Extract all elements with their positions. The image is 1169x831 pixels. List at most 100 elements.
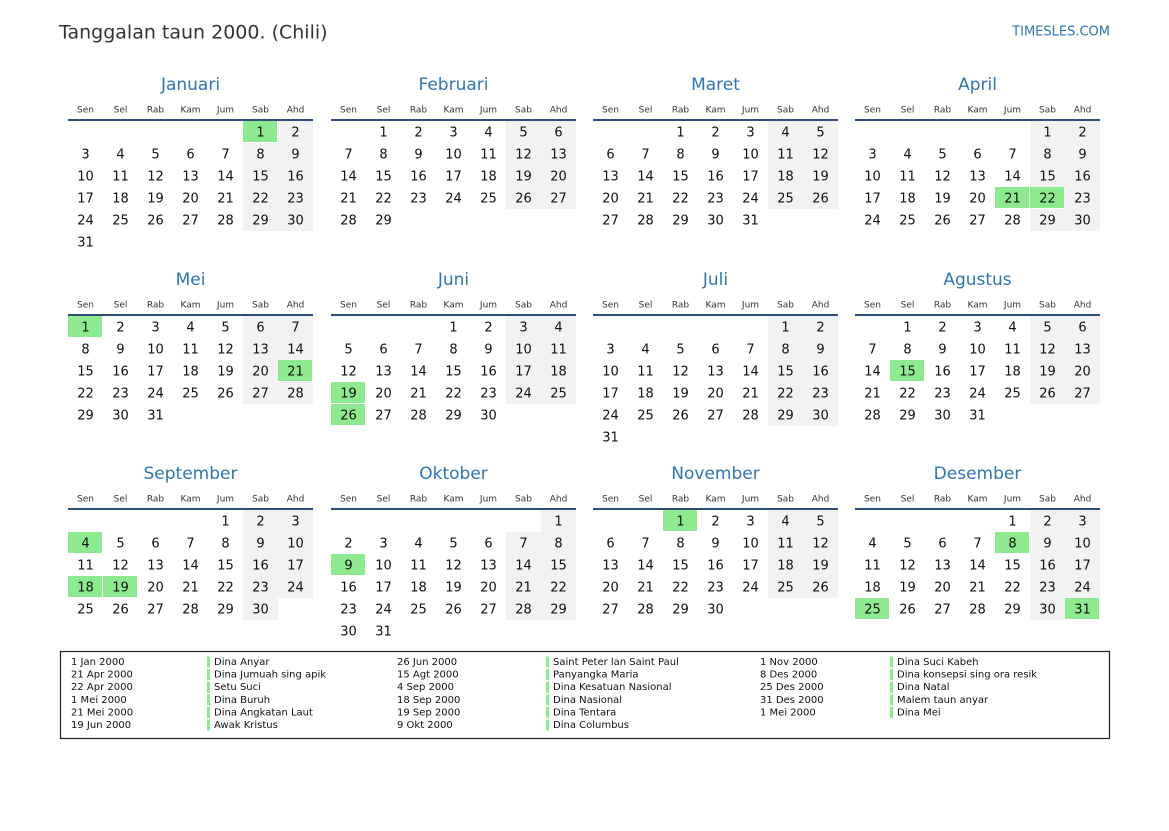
day-number: 10 xyxy=(742,537,759,552)
day-number: 23 xyxy=(112,387,129,402)
day-number: 26 xyxy=(672,409,689,424)
weekday-label: Sab xyxy=(252,301,269,311)
weekend-cell xyxy=(243,554,278,576)
day-number: 13 xyxy=(375,365,392,380)
day-number: 27 xyxy=(147,603,164,618)
weekend-cell xyxy=(278,187,313,209)
day-number: 23 xyxy=(812,387,829,402)
day-number: 15 xyxy=(77,365,94,380)
weekday-label: Sen xyxy=(864,106,881,116)
day-number: 5 xyxy=(151,148,159,163)
day-number: 7 xyxy=(414,343,422,358)
day-number: 7 xyxy=(746,343,754,358)
day-number: 13 xyxy=(252,343,269,358)
weekday-label: Kam xyxy=(967,495,987,505)
day-number: 29 xyxy=(375,214,392,229)
day-number: 19 xyxy=(934,192,951,207)
day-number: 1 xyxy=(1008,515,1016,530)
weekend-cell xyxy=(278,316,313,338)
day-number: 31 xyxy=(147,409,164,424)
day-number: 21 xyxy=(515,581,532,596)
holiday-date: 1 Mei 2000 xyxy=(71,695,127,706)
day-number: 20 xyxy=(480,581,497,596)
day-number: 21 xyxy=(637,192,654,207)
weekend-cell xyxy=(1065,338,1100,360)
day-number: 24 xyxy=(1074,581,1091,596)
weekend-cell xyxy=(768,554,803,576)
day-number: 10 xyxy=(287,537,304,552)
day-number: 2 xyxy=(116,321,124,336)
day-number: 13 xyxy=(602,170,619,185)
day-number: 15 xyxy=(777,365,794,380)
site-link[interactable]: TIMESLES.COM xyxy=(1011,25,1110,40)
day-number: 14 xyxy=(1004,170,1021,185)
weekday-label: Sab xyxy=(252,106,269,116)
day-number: 22 xyxy=(1004,581,1021,596)
day-number: 31 xyxy=(602,431,619,446)
day-number: 20 xyxy=(934,581,951,596)
holiday-date: 19 Jun 2000 xyxy=(71,720,131,731)
day-number: 28 xyxy=(1004,214,1021,229)
weekend-cell xyxy=(506,532,541,554)
day-number: 3 xyxy=(606,343,614,358)
day-number: 23 xyxy=(480,387,497,402)
day-number: 27 xyxy=(1074,387,1091,402)
day-number: 19 xyxy=(147,192,164,207)
holiday-marker xyxy=(207,656,210,668)
weekend-cell xyxy=(803,382,838,404)
weekday-label: Sen xyxy=(77,106,94,116)
weekend-cell xyxy=(1030,316,1065,338)
day-number: 19 xyxy=(217,365,234,380)
holiday-name: Dina Nasional xyxy=(553,695,622,706)
day-number: 7 xyxy=(291,321,299,336)
weekend-cell xyxy=(243,338,278,360)
day-number: 11 xyxy=(1004,343,1021,358)
page-title: Tanggalan taun 2000. (Chili) xyxy=(58,22,328,44)
day-number: 23 xyxy=(340,603,357,618)
day-number: 7 xyxy=(973,537,981,552)
day-number: 3 xyxy=(868,148,876,163)
day-number: 6 xyxy=(186,148,194,163)
month-name: Oktober xyxy=(419,464,488,484)
month-name: September xyxy=(144,464,238,484)
day-number: 8 xyxy=(379,148,387,163)
day-number: 16 xyxy=(112,365,129,380)
weekday-label: Sab xyxy=(1039,301,1056,311)
weekend-cell xyxy=(243,382,278,404)
day-number: 4 xyxy=(484,126,492,141)
legend-box xyxy=(59,650,1111,740)
day-number: 20 xyxy=(550,170,567,185)
day-number: 12 xyxy=(672,365,689,380)
day-number: 3 xyxy=(81,148,89,163)
day-number: 1 xyxy=(221,515,229,530)
holiday-date: 25 Des 2000 xyxy=(760,682,824,693)
day-number: 25 xyxy=(899,214,916,229)
holiday-marker xyxy=(207,669,210,681)
day-number: 19 xyxy=(340,387,357,402)
weekday-label: Sel xyxy=(639,301,653,311)
weekday-label: Ahd xyxy=(550,495,568,505)
holiday-marker xyxy=(207,719,210,731)
day-number: 23 xyxy=(410,192,427,207)
weekend-cell xyxy=(541,360,576,382)
day-number: 3 xyxy=(1078,515,1086,530)
weekday-label: Sel xyxy=(377,301,391,311)
holiday-name: Awak Kristus xyxy=(214,720,278,731)
day-number: 22 xyxy=(777,387,794,402)
day-number: 19 xyxy=(445,581,462,596)
day-number: 20 xyxy=(252,365,269,380)
holiday-marker xyxy=(890,669,893,681)
weekday-label: Sen xyxy=(77,301,94,311)
day-number: 28 xyxy=(742,409,759,424)
holiday-cell xyxy=(1030,187,1064,208)
day-number: 6 xyxy=(606,537,614,552)
weekend-cell xyxy=(1030,576,1065,598)
day-number: 6 xyxy=(1078,321,1086,336)
day-number: 28 xyxy=(182,603,199,618)
day-number: 14 xyxy=(637,170,654,185)
day-number: 30 xyxy=(287,214,304,229)
weekend-cell xyxy=(768,532,803,554)
day-number: 7 xyxy=(221,148,229,163)
weekend-cell xyxy=(541,576,576,598)
day-number: 11 xyxy=(410,559,427,574)
